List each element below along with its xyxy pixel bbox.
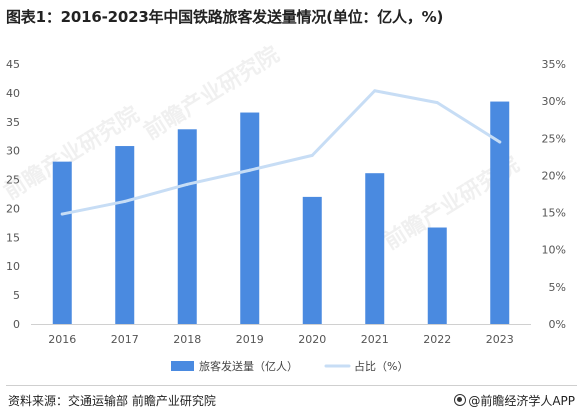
line-point	[310, 153, 314, 157]
x-tick-label: 2019	[236, 333, 264, 346]
y-right-tick-label: 25%	[542, 132, 566, 145]
bar	[302, 196, 322, 324]
source-note: 资料来源：交通运输部 前瞻产业研究院	[8, 394, 216, 408]
y-left-tick-label: 35	[6, 116, 20, 129]
y-right-tick-label: 15%	[542, 207, 566, 220]
bar	[240, 112, 260, 325]
chart-title: 图表1：2016-2023年中国铁路旅客发送量情况(单位：亿人，%)	[6, 8, 444, 26]
footer-divider	[6, 385, 577, 386]
line-point	[123, 199, 127, 203]
legend-swatch-bar	[171, 361, 194, 371]
y-left-tick-label: 15	[6, 231, 20, 244]
bar	[115, 146, 135, 324]
x-tick-label: 2021	[361, 333, 389, 346]
legend-label-bar: 旅客发送量（亿人）	[199, 359, 298, 373]
watermark-text: 前瞻产业研究院	[139, 41, 283, 145]
bar	[52, 161, 72, 324]
brand-credit: @前瞻经济学人APP	[454, 392, 575, 409]
y-right-tick-label: 35%	[542, 58, 566, 71]
y-left-tick-label: 30	[6, 145, 20, 158]
x-tick-label: 2022	[423, 333, 451, 346]
y-left-tick-label: 20	[6, 202, 20, 215]
line-point	[185, 182, 189, 186]
y-left-tick-label: 45	[6, 58, 20, 71]
x-tick-label: 2017	[111, 333, 139, 346]
line-point	[435, 101, 439, 105]
line-series	[60, 89, 502, 216]
x-tick-label: 2020	[298, 333, 326, 346]
brand-logo-icon	[454, 394, 467, 406]
y-right-tick-label: 10%	[542, 244, 566, 257]
brand-label: @前瞻经济学人APP	[468, 394, 575, 408]
line-point	[248, 168, 252, 172]
bar	[365, 173, 385, 324]
line-point	[373, 89, 377, 93]
y-right-tick-label: 5%	[549, 281, 566, 294]
bar	[427, 227, 447, 324]
y-left-tick-label: 25	[6, 174, 20, 187]
y-right-tick-label: 20%	[542, 169, 566, 182]
bar	[490, 101, 510, 324]
bar	[177, 129, 197, 324]
x-tick-label: 2016	[48, 333, 76, 346]
line-point	[498, 140, 502, 144]
y-left-tick-label: 10	[6, 260, 20, 273]
y-right-tick-label: 30%	[542, 95, 566, 108]
y-left-tick-label: 5	[13, 289, 20, 302]
y-left-tick-label: 0	[13, 318, 20, 331]
y-right-tick-label: 0%	[549, 318, 566, 331]
line-point	[60, 212, 64, 216]
y-left-tick-label: 40	[6, 87, 20, 100]
x-tick-label: 2018	[173, 333, 201, 346]
legend-label-line: 占比（%）	[354, 359, 408, 373]
x-tick-label: 2023	[486, 333, 514, 346]
